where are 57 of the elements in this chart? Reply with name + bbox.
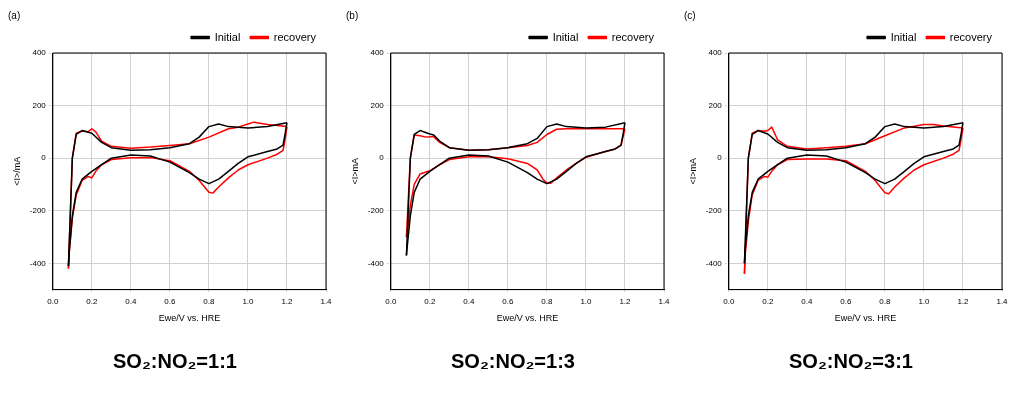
x-tick-label: 1.2 xyxy=(957,296,970,306)
x-axis-title: Ewe/V vs. HRE xyxy=(834,313,897,324)
x-tick-label: 0.8 xyxy=(541,296,554,306)
y-tick-label: -400 xyxy=(29,258,47,268)
x-tick-label: 1.4 xyxy=(996,296,1009,306)
x-tick-label: 0.4 xyxy=(125,296,137,306)
x-tick-label: 0.6 xyxy=(502,296,514,306)
legend-label: Initial xyxy=(552,30,579,43)
x-tick-label: 0.2 xyxy=(762,296,774,306)
legend-label: Initial xyxy=(890,30,917,43)
x-tick-label: 0.2 xyxy=(86,296,98,306)
x-tick-label: 0.6 xyxy=(840,296,852,306)
y-tick-label: 200 xyxy=(708,100,723,110)
x-tick-label: 1.0 xyxy=(918,296,931,306)
y-tick-label: -200 xyxy=(705,205,723,215)
y-axis-title: <I>mA xyxy=(349,158,360,185)
x-tick-label: 1.0 xyxy=(242,296,255,306)
x-tick-label: 1.0 xyxy=(580,296,593,306)
y-tick-label: -200 xyxy=(367,205,385,215)
text: SO₂:NO₂=3:1 xyxy=(788,350,914,373)
y-tick-label: 0 xyxy=(379,153,385,163)
x-tick-label: 0.4 xyxy=(801,296,813,306)
x-tick-label: 0.2 xyxy=(424,296,436,306)
x-tick-label: 0.0 xyxy=(385,296,397,306)
x-tick-label: 1.4 xyxy=(320,296,333,306)
x-tick-label: 1.2 xyxy=(281,296,294,306)
x-axis-title: Ewe/V vs. HRE xyxy=(496,313,559,324)
x-axis-title: Ewe/V vs. HRE xyxy=(158,313,221,324)
y-tick-label: 400 xyxy=(370,48,385,58)
x-tick-label: 0.0 xyxy=(47,296,59,306)
x-tick-label: 0.6 xyxy=(164,296,176,306)
x-tick-label: 1.2 xyxy=(619,296,632,306)
y-axis-title: <I>/mA xyxy=(11,156,22,186)
chart-title: (b) xyxy=(346,9,359,21)
x-tick-label: 0.0 xyxy=(723,296,735,306)
chart-title: (c) xyxy=(684,9,696,21)
legend-label: recovery xyxy=(273,30,317,43)
y-tick-label: -400 xyxy=(705,258,723,268)
legend-label: Initial xyxy=(214,30,241,43)
chart-title: (a) xyxy=(8,9,21,21)
x-tick-label: 0.8 xyxy=(203,296,216,306)
y-axis-title: <I>mA xyxy=(687,158,698,185)
y-tick-label: 0 xyxy=(717,153,723,163)
text: SO₂:NO₂=1:1 xyxy=(112,350,238,373)
y-tick-label: 400 xyxy=(708,48,723,58)
y-tick-label: 200 xyxy=(370,100,385,110)
x-tick-label: 0.4 xyxy=(463,296,475,306)
y-tick-label: -400 xyxy=(367,258,385,268)
y-tick-label: -200 xyxy=(29,205,47,215)
y-tick-label: 200 xyxy=(32,100,47,110)
x-tick-label: 0.8 xyxy=(879,296,892,306)
y-tick-label: 0 xyxy=(41,153,47,163)
legend-label: recovery xyxy=(611,30,655,43)
x-tick-label: 1.4 xyxy=(658,296,671,306)
y-tick-label: 400 xyxy=(32,48,47,58)
text: SO₂:NO₂=1:3 xyxy=(450,350,576,373)
legend-label: recovery xyxy=(949,30,993,43)
